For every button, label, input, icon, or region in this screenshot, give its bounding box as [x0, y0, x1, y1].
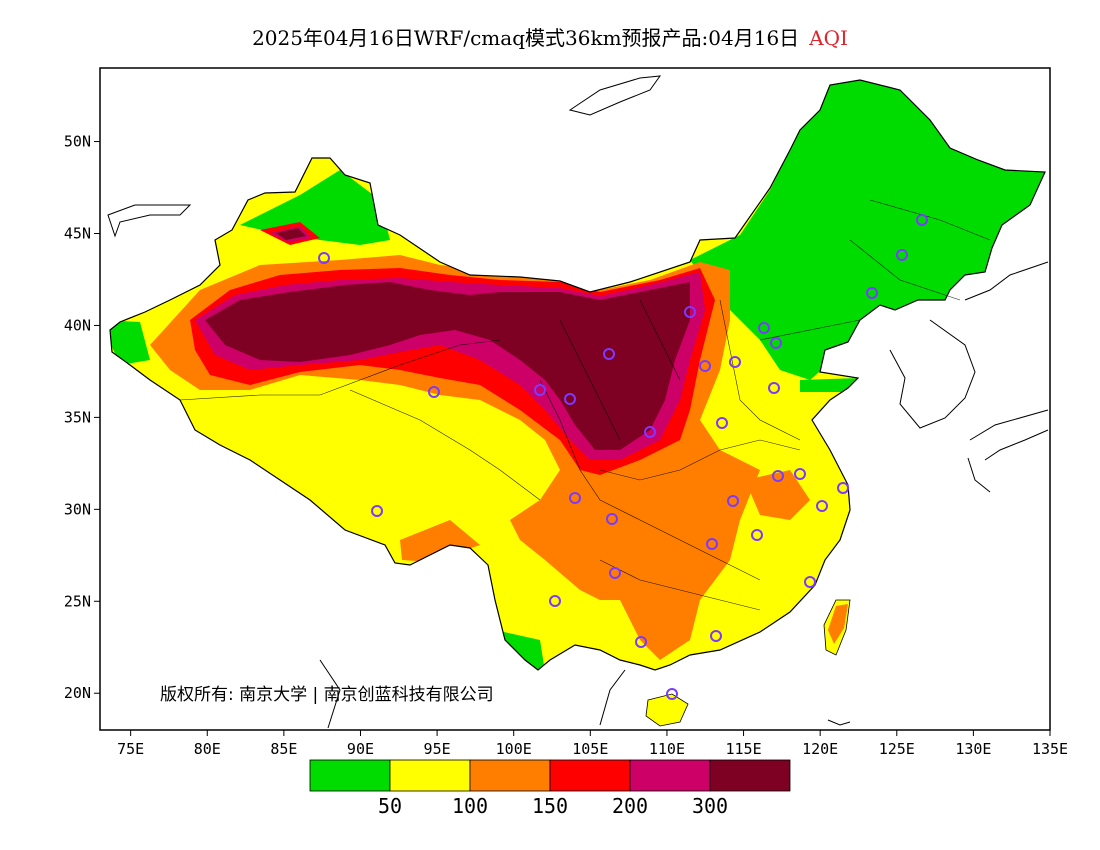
- hainan-island: [645, 693, 689, 727]
- legend-swatch: [709, 759, 791, 792]
- title-main: 2025年04月16日WRF/cmaq模式36km预报产品:04月16日: [252, 26, 800, 50]
- neighbour-coastlines: [107, 75, 1049, 729]
- y-axis: 20N 25N 30N 35N 40N 45N 50N: [64, 133, 100, 702]
- x-tick-label: 85E: [270, 740, 297, 758]
- y-tick-label: 35N: [64, 408, 91, 426]
- map-title: 2025年04月16日WRF/cmaq模式36km预报产品:04月16日 AQI: [0, 22, 1100, 51]
- x-tick-label: 125E: [879, 740, 915, 758]
- y-tick-label: 50N: [64, 133, 91, 151]
- title-variable: AQI: [809, 26, 848, 50]
- x-tick-label: 115E: [725, 740, 761, 758]
- x-tick-label: 130E: [955, 740, 991, 758]
- x-tick-label: 120E: [802, 740, 838, 758]
- legend-label: 150: [532, 794, 568, 818]
- taiwan-orange: [828, 604, 848, 644]
- province-lines: [179, 199, 991, 611]
- y-tick-label: 20N: [64, 684, 91, 702]
- x-tick-label: 105E: [572, 740, 608, 758]
- legend-swatch: [309, 759, 391, 792]
- plot-frame: [99, 67, 1051, 731]
- y-tick-label: 25N: [64, 592, 91, 610]
- copyright-text: 版权所有: 南京大学 | 南京创蓝科技有限公司: [160, 685, 494, 705]
- legend-label: 100: [452, 794, 488, 818]
- color-legend: 50 100 150 200 300: [309, 759, 791, 818]
- x-tick-label: 110E: [649, 740, 685, 758]
- legend-label: 50: [378, 794, 402, 818]
- x-tick-label: 95E: [424, 740, 451, 758]
- legend-label: 200: [612, 794, 648, 818]
- y-tick-label: 30N: [64, 500, 91, 518]
- legend-swatch: [469, 759, 551, 792]
- x-tick-label: 135E: [1032, 740, 1068, 758]
- x-tick-label: 100E: [496, 740, 532, 758]
- legend-label: 300: [692, 794, 728, 818]
- legend-swatch: [549, 759, 631, 792]
- x-tick-label: 80E: [194, 740, 221, 758]
- x-axis: 75E 80E 85E 90E 95E 100E 105E 110E 115E 120E 125E 1…: [117, 730, 1068, 758]
- x-tick-label: 90E: [347, 740, 374, 758]
- legend-swatch: [629, 759, 711, 792]
- city-markers: [318, 214, 928, 700]
- legend-swatch: [389, 759, 471, 792]
- y-tick-label: 45N: [64, 225, 91, 243]
- y-tick-label: 40N: [64, 316, 91, 334]
- x-tick-label: 75E: [117, 740, 144, 758]
